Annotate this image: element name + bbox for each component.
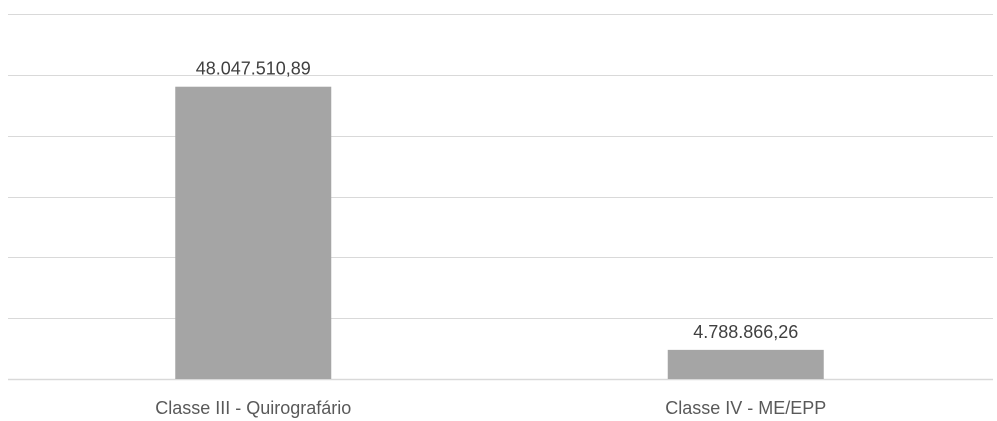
bars — [175, 86, 824, 380]
bar — [667, 349, 824, 379]
category-label: Classe IV - ME/EPP — [665, 398, 826, 418]
category-labels: Classe III - Quirografário Classe IV - ME… — [155, 398, 826, 418]
data-label: 4.788.866,26 — [693, 322, 798, 342]
bar — [175, 86, 332, 380]
category-label: Classe III - Quirografário — [155, 398, 351, 418]
data-labels: 48.047.510,89 4.788.866,26 — [196, 59, 799, 342]
gridlines — [8, 14, 993, 381]
data-label: 48.047.510,89 — [196, 59, 311, 79]
